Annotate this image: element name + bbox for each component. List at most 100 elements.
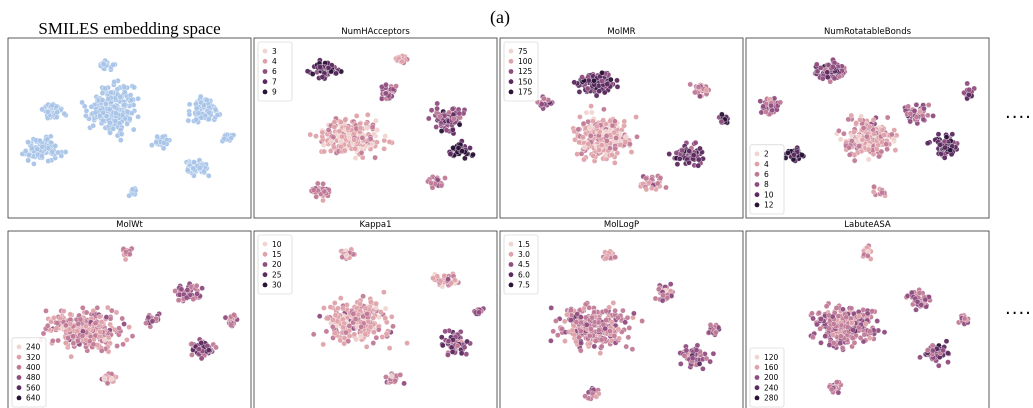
scatter-point xyxy=(353,336,359,343)
scatter-point xyxy=(54,109,60,116)
scatter-point xyxy=(634,134,640,140)
scatter-point xyxy=(611,333,618,339)
scatter-point xyxy=(851,152,858,158)
scatter-point xyxy=(582,393,588,399)
scatter-point xyxy=(397,372,404,378)
scatter-point xyxy=(45,109,51,115)
scatter-point xyxy=(937,142,943,148)
scatter-point xyxy=(763,109,769,115)
scatter-point xyxy=(456,110,463,117)
scatter-point xyxy=(83,309,90,316)
continuation-dots-top: ..... xyxy=(1005,102,1033,123)
scatter-point xyxy=(121,321,127,327)
legend-marker xyxy=(262,251,268,257)
scatter-point xyxy=(609,122,616,129)
legend-label: 10 xyxy=(764,190,774,199)
scatter-point xyxy=(101,375,108,382)
legend-label: 30 xyxy=(272,281,282,290)
scatter-point xyxy=(857,117,863,123)
scatter-point xyxy=(913,114,920,120)
scatter-point xyxy=(351,331,358,338)
scatter-point xyxy=(476,309,482,316)
scatter-point xyxy=(587,125,593,131)
scatter-point xyxy=(196,346,202,352)
scatter-point xyxy=(88,104,95,110)
scatter-point xyxy=(363,344,370,350)
scatter-point xyxy=(212,106,219,113)
scatter-point xyxy=(865,146,872,153)
legend-marker xyxy=(508,282,514,288)
scatter-point xyxy=(128,97,135,103)
scatter-point xyxy=(63,340,69,346)
scatter-point xyxy=(924,347,931,353)
scatter-point xyxy=(458,350,465,357)
scatter-point xyxy=(830,63,836,70)
scatter-point xyxy=(598,336,605,343)
scatter-point xyxy=(845,116,852,123)
scatter-point xyxy=(581,144,588,151)
scatter-point xyxy=(966,86,972,93)
scatter-point xyxy=(364,125,370,132)
legend-label: 6 xyxy=(764,170,769,179)
scatter-point xyxy=(840,306,846,313)
scatter-point xyxy=(598,343,605,350)
scatter-point xyxy=(130,102,137,108)
legend-label: 3 xyxy=(272,47,277,56)
scatter-point xyxy=(834,379,840,385)
scatter-point xyxy=(769,107,775,113)
scatter-point xyxy=(100,61,107,67)
scatter-point xyxy=(870,189,877,195)
scatter-point xyxy=(777,99,784,106)
scatter-point xyxy=(851,340,858,346)
scatter-point xyxy=(57,315,64,322)
scatter-point xyxy=(149,142,155,148)
scatter-point xyxy=(676,156,683,162)
scatter-point xyxy=(430,275,436,281)
legend-marker xyxy=(754,395,760,401)
scatter-point xyxy=(585,118,591,125)
scatter-point xyxy=(99,90,106,96)
scatter-point xyxy=(791,152,797,158)
scatter-point xyxy=(935,131,942,137)
legend-marker xyxy=(754,202,760,208)
scatter-point xyxy=(586,77,592,84)
scatter-point xyxy=(332,312,339,318)
scatter-point xyxy=(587,333,593,339)
scatter-point xyxy=(892,147,899,153)
scatter-points xyxy=(19,57,237,199)
scatter-point xyxy=(37,137,43,144)
scatter-point xyxy=(573,319,580,325)
scatter-point xyxy=(90,341,97,348)
scatter-point xyxy=(332,300,338,306)
scatter-point xyxy=(331,119,338,125)
scatter-point xyxy=(315,180,321,187)
scatter-panel: SMILES embedding space xyxy=(7,19,252,219)
scatter-point xyxy=(426,115,432,122)
scatter-point xyxy=(172,288,178,294)
scatter-point xyxy=(866,123,873,130)
scatter-point xyxy=(34,146,41,152)
scatter-point xyxy=(194,291,200,297)
scatter-point xyxy=(567,317,574,323)
scatter-point xyxy=(697,93,703,100)
scatter-point xyxy=(936,362,942,369)
scatter-point xyxy=(351,137,357,143)
scatter-point xyxy=(835,389,842,396)
scatter-point xyxy=(321,148,327,155)
scatter-point xyxy=(601,106,607,113)
legend-marker xyxy=(754,385,760,391)
scatter-point xyxy=(40,330,47,337)
scatter-point xyxy=(386,345,393,351)
scatter-point xyxy=(881,132,888,138)
scatter-point xyxy=(541,95,547,102)
scatter-point xyxy=(352,155,359,161)
legend-marker xyxy=(754,151,760,157)
scatter-point xyxy=(603,133,610,139)
scatter-point xyxy=(327,304,334,310)
scatter-point xyxy=(206,109,213,116)
scatter-point xyxy=(126,192,132,199)
